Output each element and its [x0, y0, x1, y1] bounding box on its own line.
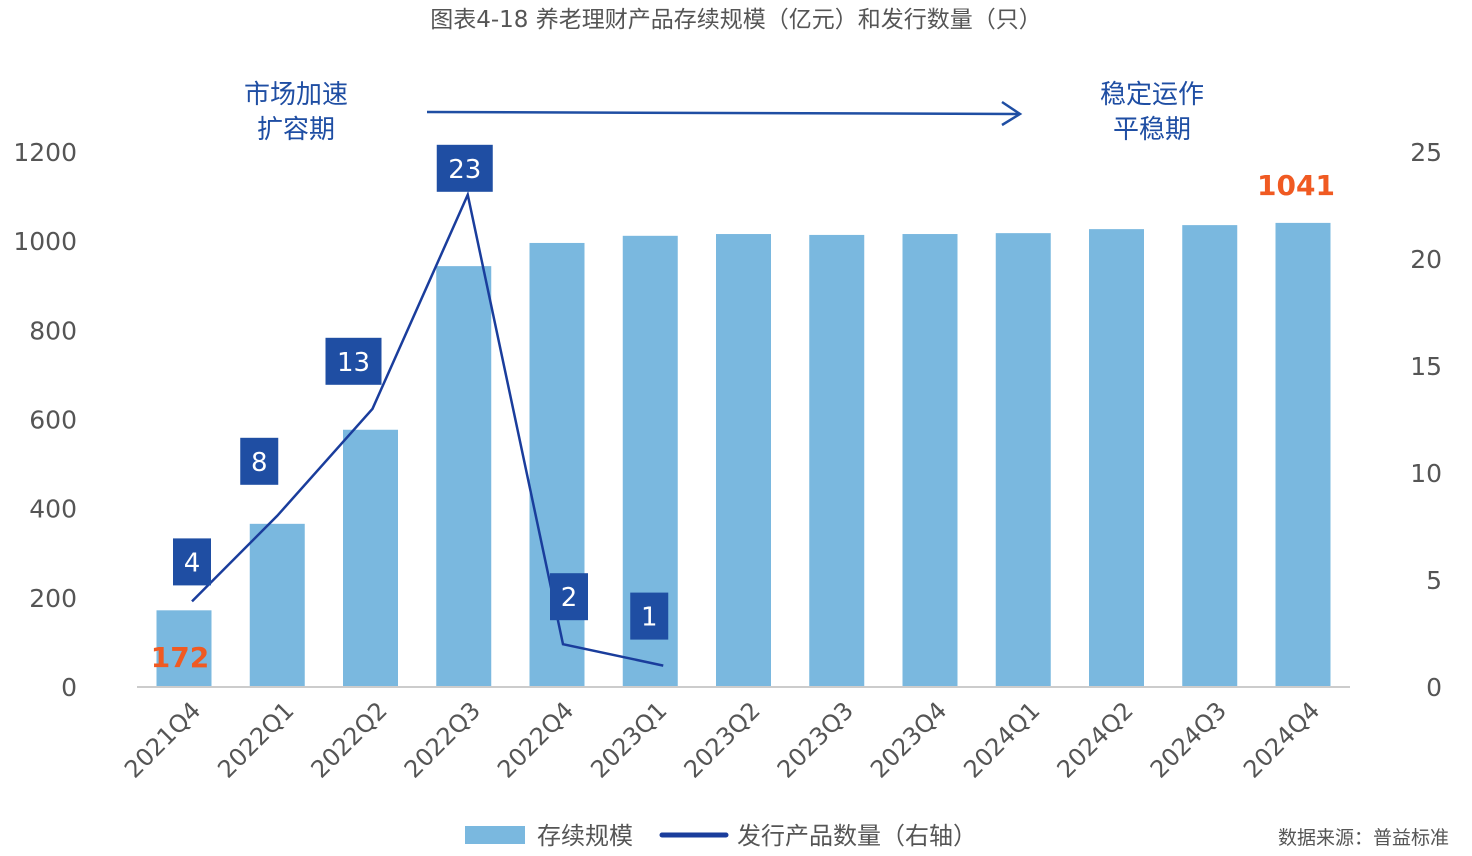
- x-tick-label: 2023Q1: [585, 696, 672, 783]
- right-tick-label: 0: [1426, 673, 1442, 702]
- legend-bar-label: 存续规模: [537, 822, 633, 850]
- line-data-label: 1: [641, 603, 658, 633]
- x-tick-label: 2024Q2: [1052, 696, 1139, 783]
- bar-2024Q2: [1089, 229, 1144, 688]
- phase1-line1: 市场加速: [244, 80, 348, 110]
- line-data-label: 13: [337, 348, 370, 378]
- bar-2024Q1: [995, 233, 1051, 687]
- bar-2024Q4: [1275, 222, 1331, 687]
- line-data-label: 4: [184, 548, 201, 578]
- x-tick-label: 2021Q4: [119, 696, 206, 783]
- bar-data-label: 1041: [1257, 169, 1335, 202]
- issuance-polyline: [191, 190, 664, 667]
- line-label-box: [325, 337, 382, 385]
- line-data-label: 23: [448, 155, 481, 185]
- bar-2023Q3: [809, 234, 865, 688]
- x-tick-label: 2023Q2: [679, 696, 766, 783]
- bar-2022Q3: [436, 266, 492, 687]
- left-tick-label: 1000: [13, 227, 77, 256]
- bar-2021Q4: [156, 610, 212, 687]
- line-label-box: [630, 592, 669, 640]
- x-tick-label: 2022Q3: [399, 696, 486, 783]
- left-tick-label: 800: [29, 316, 77, 345]
- x-tick-label: 2022Q4: [492, 696, 579, 783]
- x-tick-label: 2022Q2: [306, 696, 393, 783]
- x-tick-label: 2023Q4: [865, 696, 952, 783]
- phase2-line1: 稳定运作: [1100, 80, 1204, 110]
- x-tick-label: 2024Q1: [958, 696, 1045, 783]
- arrow-head-icon: [1001, 100, 1023, 127]
- right-tick-label: 15: [1410, 352, 1442, 381]
- left-tick-label: 200: [29, 584, 77, 613]
- bar-2022Q1: [249, 523, 305, 687]
- left-tick-label: 400: [29, 495, 77, 524]
- legend-line-label: 发行产品数量（右轴）: [737, 822, 977, 850]
- bar-data-label: 172: [151, 641, 209, 674]
- left-axis-ticks: 0 200 400 600 800 1000 1200: [13, 138, 77, 702]
- chart-title: 图表4-18 养老理财产品存续规模（亿元）和发行数量（只）: [430, 7, 1042, 33]
- line-label-box: [436, 144, 493, 192]
- x-tick-label: 2024Q3: [1145, 696, 1232, 783]
- right-tick-label: 20: [1410, 245, 1442, 274]
- line-data-label: 2: [561, 583, 578, 613]
- legend-bar-swatch: [465, 826, 525, 844]
- phase-arrow: [426, 110, 1021, 116]
- x-tick-label: 2024Q4: [1238, 696, 1325, 783]
- left-tick-label: 600: [29, 406, 77, 435]
- bar-2023Q2: [716, 234, 771, 688]
- line-label-box: [173, 538, 211, 586]
- right-axis-ticks: 0 5 10 15 20 25: [1410, 138, 1442, 702]
- line-data-label: 8: [251, 448, 268, 478]
- right-tick-label: 25: [1410, 138, 1442, 167]
- source-note: 数据来源：普益标准: [1278, 827, 1449, 849]
- left-tick-label: 1200: [13, 138, 77, 167]
- x-tick-label: 2022Q1: [212, 696, 299, 783]
- right-tick-label: 5: [1426, 566, 1442, 595]
- right-tick-label: 10: [1410, 459, 1442, 488]
- phase1-line2: 扩容期: [257, 115, 335, 145]
- x-tick-label: 2023Q3: [772, 696, 859, 783]
- phase2-line2: 平稳期: [1113, 115, 1191, 145]
- bar-2023Q4: [902, 234, 958, 688]
- line-label-box: [550, 573, 588, 621]
- phase-annotations: 市场加速 扩容期 稳定运作 平稳期: [244, 80, 1204, 145]
- line-label-box: [240, 437, 279, 485]
- left-tick-label: 0: [61, 673, 77, 702]
- bar-2024Q3: [1182, 225, 1238, 687]
- issuance-line: 4 8 13 23 2 1: [173, 144, 669, 667]
- bar-2022Q2: [343, 429, 398, 687]
- bar-labels: 172 1041: [151, 169, 1335, 674]
- x-axis-labels: 2021Q4 2022Q1 2022Q2 2022Q3 2022Q4 2023Q1 2023…: [119, 696, 1325, 783]
- legend: 存续规模 发行产品数量（右轴）: [465, 822, 977, 850]
